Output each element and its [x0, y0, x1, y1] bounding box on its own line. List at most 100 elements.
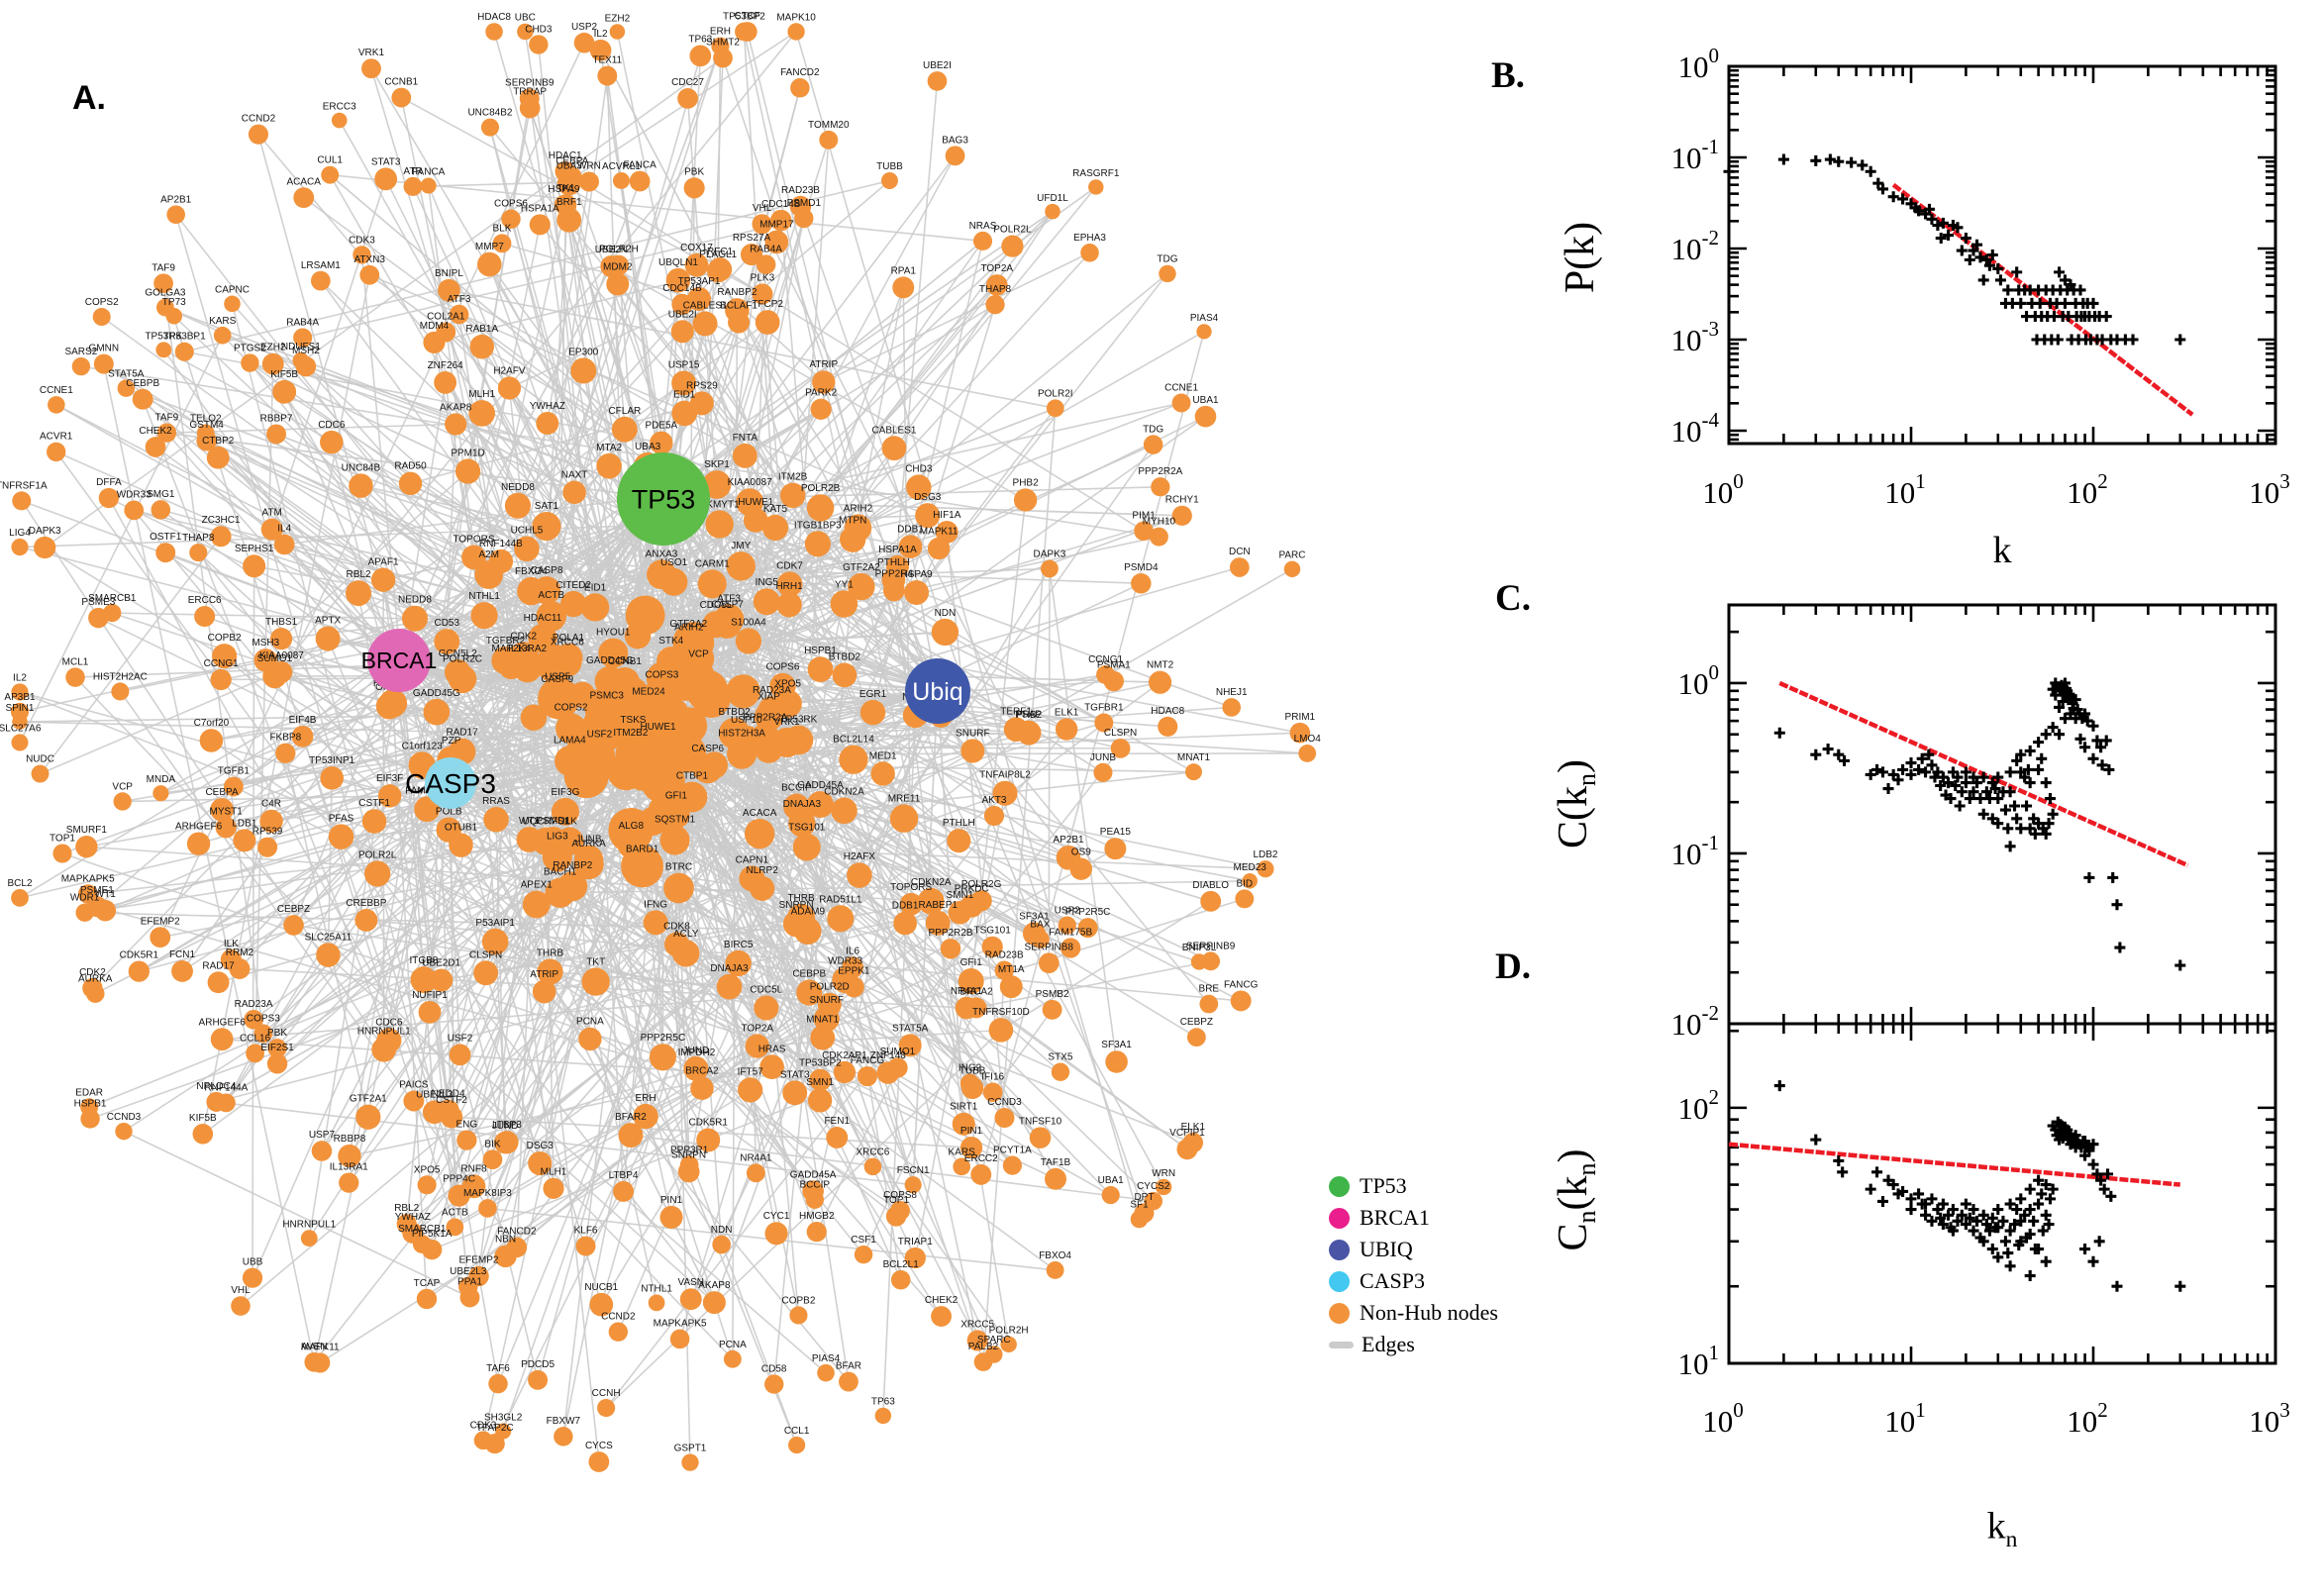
network-node-label: ARIH2: [674, 623, 704, 634]
network-node: [725, 298, 750, 323]
network-node-label: STX5: [1048, 1052, 1072, 1063]
network-node-label: IL4: [277, 524, 291, 535]
data-point: [1968, 1225, 1979, 1237]
data-point: [1956, 1209, 1968, 1221]
data-point: [2040, 1209, 2052, 1221]
network-node-label: ATRIP: [809, 359, 838, 370]
data-point: [1824, 153, 1836, 165]
network-node: [915, 503, 941, 529]
network-node: [965, 997, 987, 1019]
network-node: [132, 388, 153, 410]
data-point: [2004, 1260, 2016, 1272]
network-node-label: FAM175B: [1049, 927, 1092, 938]
network-node-label: RBL2: [394, 1203, 419, 1214]
network-node: [248, 124, 268, 145]
network-node: [779, 482, 806, 509]
network-node-label: TEX11: [592, 55, 622, 66]
network-node-label: OS9: [1071, 847, 1091, 857]
panel-d-label: D.: [1495, 947, 1531, 987]
network-node-label: PIN1: [660, 1195, 683, 1206]
data-point: [1997, 1215, 2009, 1227]
network-edge: [19, 752, 632, 899]
hub-node-brca1: [367, 629, 431, 692]
network-node: [813, 1006, 840, 1033]
data-point: [1897, 763, 1909, 775]
network-node: [1031, 930, 1050, 948]
network-node: [1230, 990, 1252, 1012]
data-point: [2054, 729, 2066, 741]
network-node: [899, 892, 923, 916]
network-node-label: CITED2: [556, 580, 591, 591]
network-node: [608, 1322, 629, 1342]
network-node-label: DIABLO: [1192, 880, 1229, 891]
network-node: [115, 1122, 133, 1141]
data-point: [2074, 733, 2086, 745]
network-node-label: MLH1: [541, 1167, 567, 1178]
network-node: [1051, 1062, 1070, 1081]
network-node-label: SNRPN: [779, 900, 814, 911]
network-node-label: RFC1: [707, 247, 734, 257]
y-tick-label: 10-3: [1671, 317, 1720, 357]
network-node-label: RAD17: [446, 728, 478, 739]
legend-item-nonhub: Non-Hub nodes: [1329, 1297, 1498, 1329]
data-point: [2004, 1198, 2016, 1210]
network-node-label: APTX: [315, 616, 341, 627]
network-node-label: TAF9: [155, 413, 179, 424]
network-node-label: PTHLH: [877, 557, 910, 568]
legend-item-ubiq: UBIQ: [1329, 1234, 1498, 1265]
network-node-label: PLK3: [751, 272, 775, 283]
data-point: [2024, 1183, 2036, 1195]
network-node-label: CCNB1: [608, 656, 642, 667]
network-node: [819, 130, 839, 150]
network-node-label: CDK8: [663, 921, 690, 932]
network-node-label: WRN: [1152, 1168, 1175, 1179]
network-edge: [717, 45, 722, 272]
network-node-label: PHB2: [1013, 477, 1040, 488]
data-point: [1897, 1185, 1909, 1197]
network-node: [833, 1060, 857, 1084]
network-node-label: MLH1: [468, 389, 495, 400]
network-node: [677, 1160, 700, 1183]
network-node-label: FANCD2: [497, 1227, 537, 1238]
network-node-label: RAD23A: [753, 685, 791, 696]
network-node: [931, 1306, 952, 1327]
network-node: [927, 71, 948, 91]
network-node-label: RNF144B: [479, 539, 523, 549]
data-point: [2043, 1219, 2055, 1231]
network-node-label: PCNA: [576, 1017, 604, 1028]
network-node-label: STAT3: [371, 156, 401, 167]
network-node: [787, 23, 805, 41]
hub-node-label: Ubiq: [912, 678, 962, 706]
network-node: [166, 205, 185, 225]
data-point: [1992, 818, 2004, 830]
network-edge: [448, 289, 1057, 410]
network-edge: [681, 303, 1164, 1188]
network-node: [111, 682, 130, 701]
data-point: [2079, 708, 2091, 720]
network-node: [210, 797, 234, 822]
network-node-label: POLR2I: [1038, 388, 1073, 399]
data-point: [1954, 800, 1966, 812]
network-node: [1101, 1185, 1120, 1205]
network-node-label: MMP17: [759, 220, 794, 231]
data-point: [1960, 777, 1971, 789]
network-edge: [273, 31, 797, 677]
network-node: [1105, 1050, 1128, 1073]
data-point: [1937, 217, 1949, 229]
network-node-label: PIP5K1A: [412, 1229, 453, 1240]
network-edge: [458, 1053, 827, 1374]
network-node-label: FANCD2: [780, 67, 820, 78]
network-edge: [252, 564, 255, 1279]
network-node: [47, 442, 66, 462]
network-node: [260, 518, 283, 541]
network-node-label: NR4A1: [740, 1152, 772, 1163]
data-point: [2029, 828, 2041, 840]
network-edge: [183, 179, 891, 353]
network-edge: [1049, 567, 1118, 1063]
network-node-label: XIAP: [758, 691, 780, 702]
network-node: [788, 1436, 806, 1454]
network-node: [970, 890, 992, 912]
network-node: [759, 1054, 784, 1079]
data-point: [1872, 177, 1884, 189]
data-point: [2174, 334, 2186, 346]
